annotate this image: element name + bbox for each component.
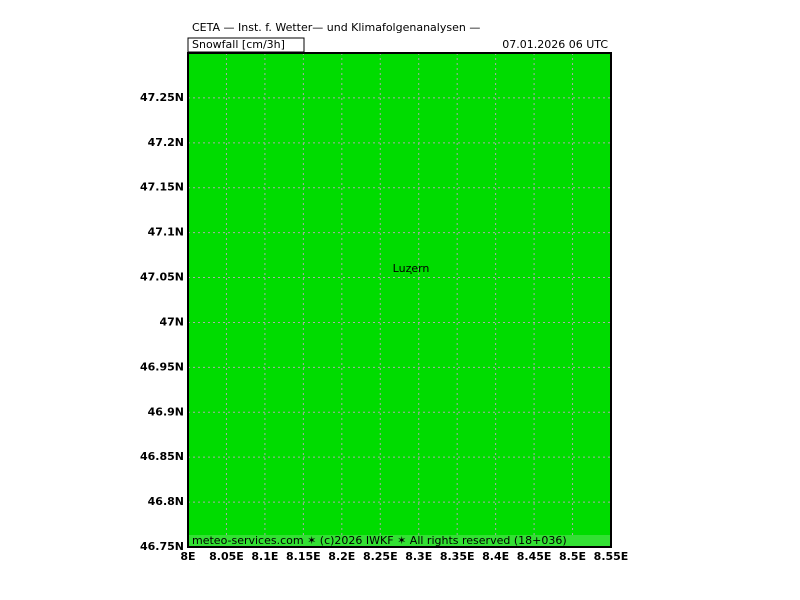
y-tick-label: 46.75N — [140, 540, 184, 553]
y-tick-label: 47N — [159, 315, 184, 328]
x-tick-label: 8.55E — [594, 550, 629, 563]
x-tick-label: 8.05E — [209, 550, 244, 563]
x-tick-label: 8.2E — [328, 550, 355, 563]
y-tick-label: 47.05N — [140, 271, 184, 284]
footer-text: meteo-services.com ✶ (c)2026 IWKF ✶ All … — [192, 534, 567, 547]
x-tick-label: 8.1E — [251, 550, 278, 563]
x-tick-label: 8.5E — [559, 550, 586, 563]
y-tick-label: 46.8N — [148, 495, 184, 508]
x-tick-label: 8E — [180, 550, 195, 563]
y-tick-label: 47.2N — [148, 136, 184, 149]
y-tick-label: 46.9N — [148, 405, 184, 418]
y-tick-label: 46.85N — [140, 450, 184, 463]
ticks: 8E 8.05E 8.1E 8.15E 8.2E 8.25E 8.3E 8.35E 8.4E 8.… — [140, 91, 628, 563]
x-tick-label: 8.15E — [286, 550, 321, 563]
x-tick-label: 8.3E — [405, 550, 432, 563]
variable-label: Snowfall [cm/3h] — [192, 38, 285, 51]
valid-time: 07.01.2026 06 UTC — [502, 38, 608, 51]
header-title: CETA — Inst. f. Wetter— und Klimafolgena… — [192, 21, 480, 34]
y-tick-label: 47.25N — [140, 91, 184, 104]
map-area — [188, 53, 611, 547]
footer-bar — [189, 535, 610, 546]
place-label: Luzern — [393, 262, 430, 275]
place-marker — [410, 272, 412, 274]
y-tick-label: 46.95N — [140, 360, 184, 373]
y-tick-label: 47.1N — [148, 226, 184, 239]
grid — [187, 53, 612, 548]
x-tick-label: 8.25E — [363, 550, 398, 563]
x-tick-label: 8.45E — [517, 550, 552, 563]
y-tick-label: 47.15N — [140, 181, 184, 194]
x-tick-label: 8.4E — [482, 550, 509, 563]
places: Luzern — [393, 262, 430, 275]
x-tick-label: 8.35E — [440, 550, 475, 563]
map-frame — [187, 52, 612, 548]
